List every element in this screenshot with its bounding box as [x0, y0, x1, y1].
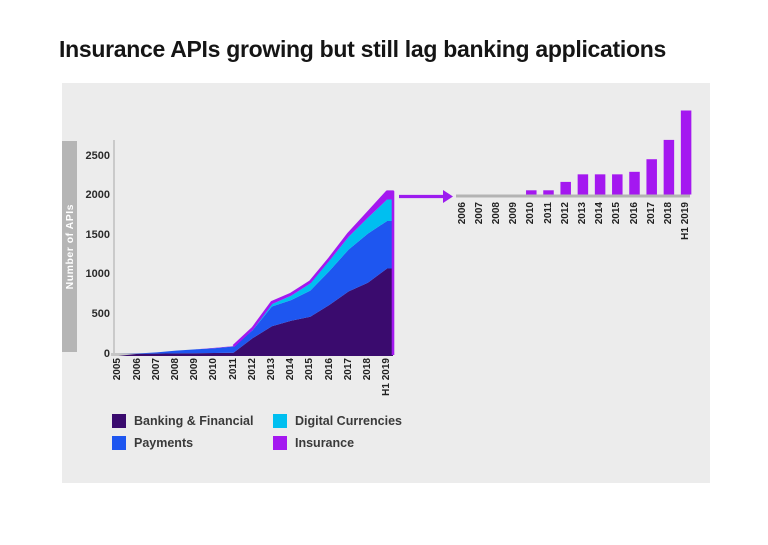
bar-x-label-2013: 2013 — [576, 201, 588, 224]
page-title: Insurance APIs growing but still lag ban… — [59, 36, 666, 62]
legend-swatch-icon — [273, 414, 287, 428]
y-tick-1000: 1000 — [85, 268, 110, 281]
y-tick-500: 500 — [91, 307, 110, 320]
insurance-bar-2017 — [646, 159, 657, 195]
legend-label: Payments — [134, 436, 194, 450]
area-series-payments — [118, 220, 394, 354]
insurance-bar-2015 — [612, 174, 623, 195]
area-series-banking-financial — [118, 268, 394, 356]
legend-label: Banking & Financial — [134, 414, 254, 428]
bar-x-label-2008: 2008 — [490, 201, 502, 224]
y-tick-2500: 2500 — [85, 149, 110, 162]
area-x-label-2006: 2006 — [131, 358, 143, 381]
area-x-label-2015: 2015 — [304, 358, 316, 381]
y-tick-0: 0 — [103, 347, 110, 360]
legend-column-2: Digital Currencies Insurance — [273, 414, 402, 450]
insurance-bar-2010 — [526, 190, 537, 195]
area-x-label-2018: 2018 — [361, 358, 373, 381]
bar-x-label-2016: 2016 — [628, 201, 640, 224]
bar-x-label-h1-2019: H1 2019 — [680, 201, 692, 240]
insurance-api-charts — [111, 110, 692, 356]
area-x-label-2012: 2012 — [246, 358, 258, 381]
insurance-bar-h1-2019 — [680, 110, 692, 195]
bar-x-label-2006: 2006 — [456, 201, 468, 224]
area-x-label-2007: 2007 — [150, 358, 162, 381]
area-x-label-2009: 2009 — [189, 358, 201, 381]
y-axis-band: Number of APIs — [62, 141, 77, 352]
area-x-label-2008: 2008 — [169, 358, 181, 381]
area-x-label-2014: 2014 — [285, 358, 297, 381]
area-x-label-2011: 2011 — [227, 358, 239, 380]
legend-item-digital-currencies: Digital Currencies — [273, 414, 402, 428]
area-x-label-2010: 2010 — [208, 358, 220, 381]
legend-item-payments: Payments — [112, 436, 253, 450]
legend-label: Insurance — [295, 436, 355, 450]
legend-label: Digital Currencies — [295, 414, 402, 428]
bar-x-label-2012: 2012 — [559, 201, 571, 224]
insurance-top-outline — [232, 190, 395, 355]
area-x-label-2005: 2005 — [112, 358, 124, 381]
area-x-label-2013: 2013 — [265, 358, 277, 381]
bar-x-label-2018: 2018 — [662, 201, 674, 224]
insurance-bar-2014 — [594, 174, 606, 195]
y-tick-2000: 2000 — [85, 189, 110, 202]
legend-swatch-icon — [112, 414, 126, 428]
bar-x-label-2010: 2010 — [525, 201, 537, 224]
y-tick-1500: 1500 — [85, 228, 110, 241]
legend-item-banking-financial: Banking & Financial — [112, 414, 253, 428]
right-arrow-icon — [443, 190, 453, 203]
y-axis-label: Number of APIs — [63, 203, 76, 290]
insurance-bar-2012 — [560, 181, 571, 195]
insurance-bar-2016 — [629, 171, 640, 195]
area-x-label-h1-2019: H1 2019 — [381, 358, 393, 396]
insurance-bar-2018 — [663, 139, 675, 195]
chart-panel: Number of APIs 0 500 1000 1500 2000 2500 2005… — [62, 83, 710, 483]
bar-x-label-2017: 2017 — [645, 201, 657, 224]
area-x-label-2017: 2017 — [342, 358, 354, 381]
legend-item-insurance: Insurance — [273, 436, 402, 450]
legend-swatch-icon — [112, 436, 126, 450]
bar-x-label-2009: 2009 — [508, 201, 520, 224]
insurance-bar-2013 — [577, 174, 589, 195]
bar-x-label-2007: 2007 — [473, 201, 485, 224]
legend-column-1: Banking & Financial Payments — [112, 414, 253, 450]
bar-x-label-2015: 2015 — [611, 201, 623, 224]
legend-swatch-icon — [273, 436, 287, 450]
bar-x-label-2014: 2014 — [594, 201, 606, 224]
bar-x-label-2011: 2011 — [542, 201, 554, 224]
area-x-label-2016: 2016 — [323, 358, 335, 381]
insurance-bar-2011 — [543, 190, 554, 195]
